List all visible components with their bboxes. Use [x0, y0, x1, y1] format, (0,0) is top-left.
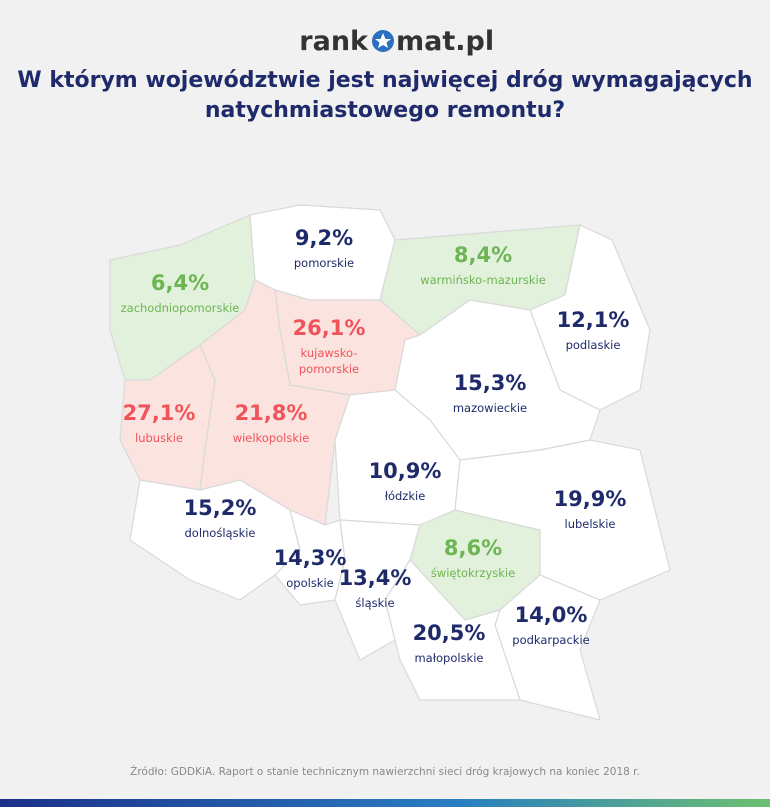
region-name: warmińsko-mazurskie	[420, 273, 546, 287]
logo[interactable]: rank mat.pl	[299, 26, 494, 57]
region-value: 19,9%	[554, 487, 627, 511]
region-name: opolskie	[286, 576, 334, 590]
name-line: pomorskie	[299, 362, 359, 376]
region-name: lubelskie	[565, 517, 616, 531]
region-value: 6,4%	[151, 271, 209, 295]
region-value: 20,5%	[413, 621, 486, 645]
region-name: wielkopolskie	[233, 431, 310, 445]
region-value: 26,1%	[293, 316, 366, 340]
region-name: lubuskie	[135, 431, 183, 445]
region-value: 10,9%	[369, 459, 442, 483]
region	[384, 559, 521, 701]
region-name: świętokrzyskie	[431, 566, 515, 580]
region-value: 13,4%	[339, 566, 412, 590]
region-value: 14,0%	[515, 603, 588, 627]
region-value: 15,2%	[184, 496, 257, 520]
region-name: łódzkie	[385, 489, 426, 503]
region-name: śląskie	[355, 596, 394, 610]
logo-star	[375, 33, 391, 48]
region-value: 21,8%	[235, 401, 308, 425]
title-line: W którym województwie jest najwięcej dró…	[17, 68, 752, 93]
logo-left: rank	[299, 26, 369, 57]
logo-right: mat.pl	[396, 26, 494, 57]
name-line: kujawsko-	[301, 346, 358, 360]
map	[109, 204, 671, 721]
region-name: podlaskie	[566, 338, 621, 352]
region-name: pomorskie	[294, 256, 354, 270]
region-name: kujawsko-pomorskie	[299, 346, 359, 376]
region-name: mazowieckie	[453, 401, 527, 415]
region-name: małopolskie	[414, 651, 483, 665]
region-name: dolnośląskie	[184, 526, 255, 540]
region-value: 12,1%	[557, 308, 630, 332]
region-value: 14,3%	[274, 546, 347, 570]
title-line: natychmiastowego remontu?	[205, 98, 565, 123]
region-name: zachodniopomorskie	[121, 301, 240, 315]
region-value: 8,4%	[454, 243, 512, 267]
region	[249, 204, 396, 301]
region-value: 15,3%	[454, 371, 527, 395]
region-name: podkarpackie	[512, 633, 589, 647]
source: Źródło: GDDKiA. Raport o stanie technicz…	[130, 765, 640, 778]
region-value: 27,1%	[123, 401, 196, 425]
labels: 6,4% zachodniopomorskie 9,2% pomorskie 8,4% w…	[121, 226, 630, 665]
footer-bar	[0, 799, 770, 807]
region-value: 9,2%	[295, 226, 353, 250]
region-value: 8,6%	[444, 536, 502, 560]
